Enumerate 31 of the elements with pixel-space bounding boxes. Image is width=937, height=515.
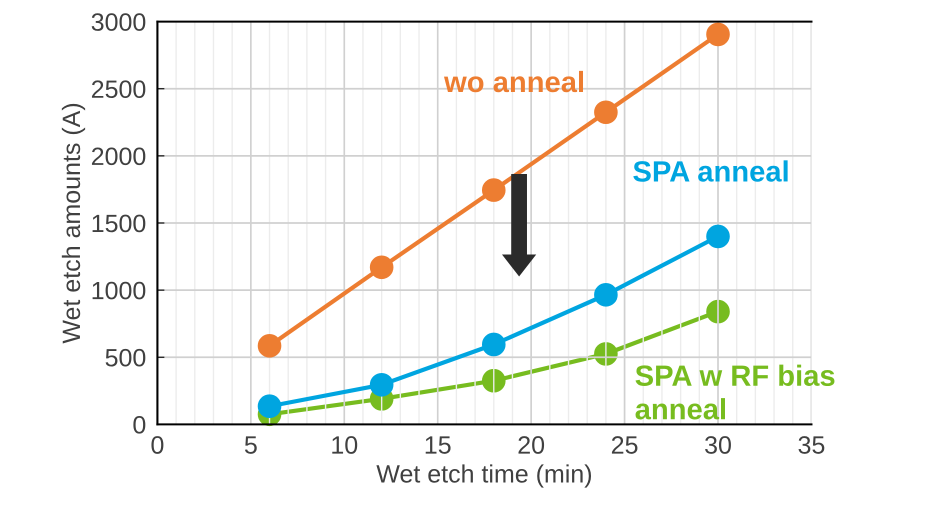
y-tick-label: 2000 [92, 147, 146, 166]
series-label: wo anneal [444, 70, 584, 92]
y-tick-label: 1500 [92, 214, 146, 232]
point [258, 394, 282, 418]
series-label: SPA anneal [633, 160, 788, 182]
x-tick-label: 0 [151, 436, 164, 454]
y-tick-label: 500 [106, 348, 146, 367]
x-tick-label: 30 [705, 436, 731, 454]
point [258, 334, 282, 358]
y-tick-label: 2500 [92, 80, 146, 98]
x-tick-label: 35 [798, 436, 824, 454]
x-tick-label: 15 [426, 436, 451, 454]
point [482, 368, 506, 393]
y-tick-label: 1000 [92, 282, 146, 300]
x-tick-label: 10 [332, 436, 358, 454]
y-axis-title: Wet etch amounts (A) [62, 104, 86, 344]
point [370, 255, 394, 280]
point [706, 22, 730, 46]
point [706, 224, 730, 248]
y-tick-label: 3000 [92, 13, 146, 31]
point [370, 372, 394, 397]
x-tick-label: 20 [518, 436, 544, 454]
y-tick-label: 0 [133, 416, 146, 434]
point [482, 332, 506, 356]
x-tick-label: 25 [612, 436, 638, 454]
point [482, 178, 506, 202]
x-tick-label: 5 [244, 436, 257, 454]
point [594, 283, 618, 307]
x-axis-title: Wet etch time (min) [376, 464, 592, 488]
series-label: SPA w RF bias anneal [636, 364, 834, 420]
point [594, 100, 618, 124]
